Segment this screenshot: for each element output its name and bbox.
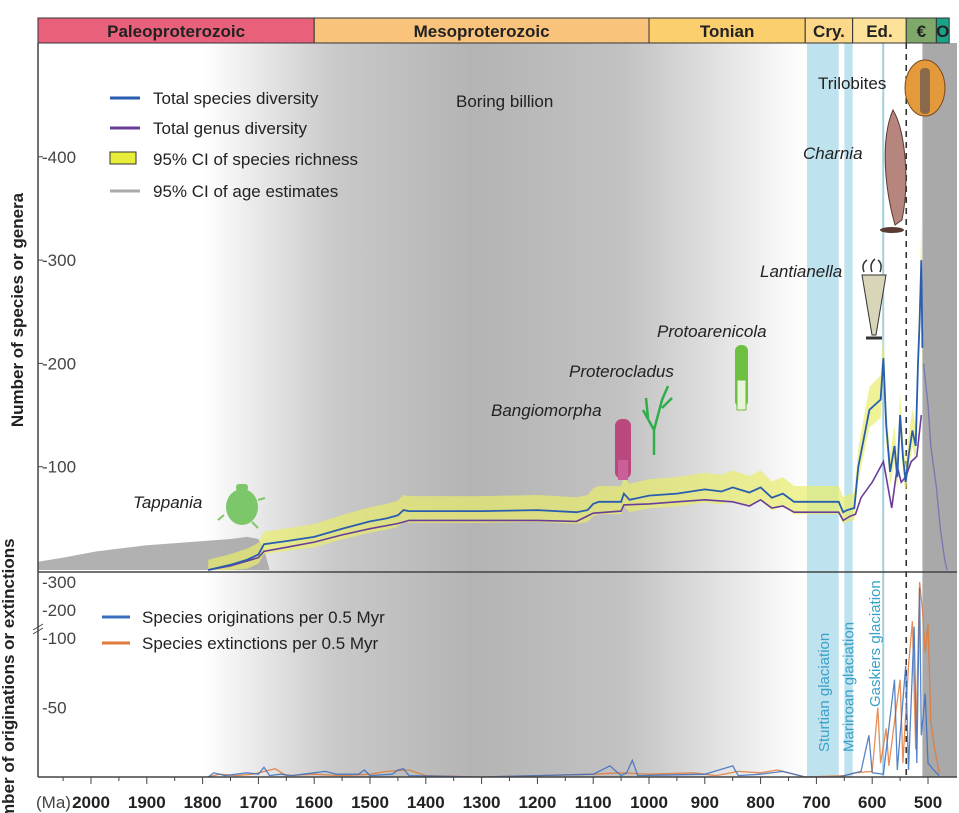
- era-cell: [852, 17, 907, 44]
- fossil-label-lantianella: Lantianella: [760, 262, 842, 281]
- x-tick-label: 1900: [128, 793, 166, 812]
- legend-label-species: Total species diversity: [153, 89, 319, 108]
- x-tick-label: 800: [746, 793, 774, 812]
- x-tick-label: 500: [914, 793, 942, 812]
- legend-label-genus: Total genus diversity: [153, 119, 308, 138]
- era-label: Cry.: [813, 22, 845, 41]
- x-tick-label: 600: [858, 793, 886, 812]
- era-label: €: [917, 22, 927, 41]
- y-tick-label: -200: [42, 354, 76, 373]
- x-tick-label: 1600: [295, 793, 333, 812]
- tappania-icon: [217, 484, 266, 529]
- x-axis-unit: (Ma): [36, 793, 71, 812]
- y-tick-label: -300: [42, 251, 76, 270]
- era-label: Mesoproterozoic: [414, 22, 550, 41]
- fossil-label-proterocladus: Proterocladus: [569, 362, 674, 381]
- era-label: O: [936, 22, 949, 41]
- fossil-label-bangiomorpha: Bangiomorpha: [491, 401, 602, 420]
- y-tick-label: -400: [42, 148, 76, 167]
- x-tick-label: 1200: [518, 793, 556, 812]
- fossil-label-charnia: Charnia: [803, 144, 863, 163]
- axis-break-icon: [32, 623, 44, 635]
- trilobite-icon: [904, 59, 946, 117]
- era-label: Ed.: [866, 22, 892, 41]
- x-tick-label: 1500: [351, 793, 389, 812]
- y-tick-label: -100: [42, 458, 76, 477]
- x-tick-label: 1000: [630, 793, 668, 812]
- lantianella-icon: [861, 258, 887, 340]
- post-cambrian-diversity-line: [922, 363, 948, 571]
- species-ci-area: [208, 225, 923, 570]
- diversity-panel: [38, 225, 948, 571]
- top-y-axis-label: Number of species or genera: [8, 192, 27, 427]
- legend-label-originations: Species originations per 0.5 Myr: [142, 608, 385, 627]
- genus-diversity-line: [208, 415, 923, 571]
- era-bar: Paleoproterozoic Mesoproterozoic Tonian Cry…: [37, 17, 950, 44]
- fossil-label-protoarenicola: Protoarenicola: [657, 322, 767, 341]
- legend-label-ci-age: 95% CI of age estimates: [153, 182, 338, 201]
- glaciation-label: Gaskiers glaciation: [867, 580, 884, 707]
- x-tick-label: 700: [802, 793, 830, 812]
- x-tick-label: 1800: [184, 793, 222, 812]
- x-tick-label: 900: [691, 793, 719, 812]
- era-label: Paleoproterozoic: [107, 22, 245, 41]
- era-cell: [935, 17, 950, 44]
- x-tick-label: 1300: [463, 793, 501, 812]
- y-tick-label: -50: [42, 699, 67, 718]
- fossil-illustrations: Tappania Bangiomorpha Proterocladus Prot…: [133, 59, 946, 529]
- bottom-legend: Species originations per 0.5 Myr Species…: [102, 608, 385, 653]
- x-tick-label: 1700: [239, 793, 277, 812]
- axes: -100 -200 -300 -400 -50 -100 -200 -300 2000 1900 1…: [32, 43, 957, 812]
- fossil-label-trilobites: Trilobites: [818, 74, 886, 93]
- glaciation-band: [806, 43, 839, 777]
- glaciation-band: [844, 43, 853, 777]
- bangiomorpha-icon: [615, 419, 631, 480]
- bottom-y-axis-label: Number of originations or extinctions: [0, 538, 18, 813]
- protoarenicola-icon: [735, 345, 748, 411]
- legend-swatch-ci-species: [109, 151, 137, 165]
- era-label: Tonian: [700, 22, 754, 41]
- y-tick-label: -200: [42, 601, 76, 620]
- proterocladus-icon: [641, 385, 673, 455]
- glaciation-band: [882, 43, 885, 777]
- charnia-icon: [880, 108, 907, 233]
- boring-billion-label: Boring billion: [456, 92, 553, 111]
- era-cell: [313, 17, 650, 44]
- fossil-label-tappania: Tappania: [133, 493, 202, 512]
- boring-billion-shading: [202, 43, 806, 777]
- glaciation-label: Marinoan glaciation: [840, 622, 857, 752]
- legend-label-ci-species: 95% CI of species richness: [153, 150, 358, 169]
- glaciation-label: Sturtian glaciation: [816, 633, 833, 752]
- x-tick-label: 1100: [575, 793, 612, 812]
- x-tick-label: 2000: [72, 793, 110, 812]
- originations-line: [207, 587, 940, 778]
- top-legend: Total species diversity Total genus dive…: [109, 89, 358, 201]
- legend-label-extinctions: Species extinctions per 0.5 Myr: [142, 634, 379, 653]
- y-tick-label: -100: [42, 629, 76, 648]
- era-cell: [905, 17, 937, 44]
- background-layer: Sturtian glaciation Marinoan glaciation Ga…: [38, 43, 957, 777]
- post-cambrian-shading: [922, 43, 957, 777]
- origination-extinction-panel: [207, 581, 940, 778]
- y-tick-label: -300: [42, 573, 76, 592]
- x-tick-label: 1400: [407, 793, 445, 812]
- species-diversity-line: [207, 260, 924, 571]
